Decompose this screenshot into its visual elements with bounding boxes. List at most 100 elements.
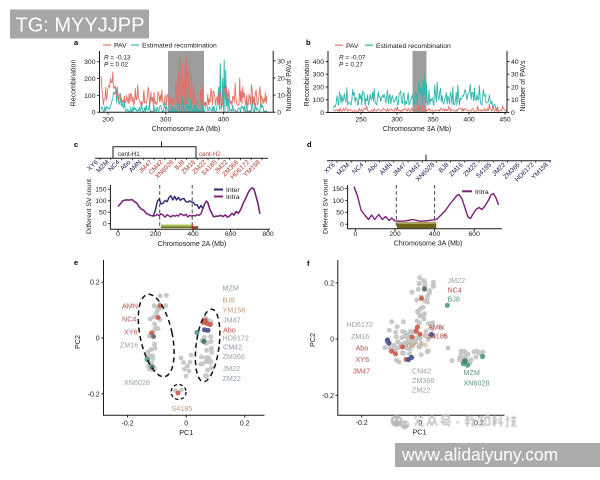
svg-text:400: 400 xyxy=(429,231,441,238)
svg-text:NC4: NC4 xyxy=(448,286,462,295)
svg-text:XY6: XY6 xyxy=(356,355,370,364)
svg-text:BJ8: BJ8 xyxy=(448,295,460,304)
svg-text:a: a xyxy=(74,38,79,47)
svg-text:PC1: PC1 xyxy=(179,428,193,437)
svg-text:0.2: 0.2 xyxy=(324,280,334,287)
svg-text:NC4: NC4 xyxy=(122,315,136,324)
svg-text:0: 0 xyxy=(320,110,324,117)
svg-text:PAV: PAV xyxy=(346,43,359,50)
svg-text:300: 300 xyxy=(160,117,172,124)
svg-text:150: 150 xyxy=(332,186,344,193)
svg-text:P = 0.27: P = 0.27 xyxy=(339,62,363,69)
svg-text:Recombination: Recombination xyxy=(71,60,78,107)
svg-text:0: 0 xyxy=(96,336,100,343)
svg-text:PC1: PC1 xyxy=(413,428,427,437)
svg-text:400: 400 xyxy=(313,59,325,66)
svg-text:ZM366: ZM366 xyxy=(223,352,245,361)
svg-text:Different SV count: Different SV count xyxy=(323,179,330,234)
svg-text:30: 30 xyxy=(277,58,285,65)
svg-text:100: 100 xyxy=(332,198,344,205)
svg-text:0: 0 xyxy=(277,110,281,117)
svg-text:250: 250 xyxy=(355,117,367,124)
svg-text:0.2: 0.2 xyxy=(474,420,484,427)
svg-text:CM42: CM42 xyxy=(412,367,431,376)
svg-text:200: 200 xyxy=(313,84,325,91)
svg-text:AMN: AMN xyxy=(428,323,444,332)
svg-text:0: 0 xyxy=(340,222,344,229)
svg-text:0: 0 xyxy=(116,231,120,238)
svg-text:MZM: MZM xyxy=(464,368,480,377)
svg-text:d: d xyxy=(307,140,312,149)
svg-text:BJ8: BJ8 xyxy=(223,296,235,305)
svg-text:c: c xyxy=(74,140,78,149)
svg-text:PC2: PC2 xyxy=(308,333,317,347)
svg-text:ZM22: ZM22 xyxy=(412,386,430,395)
svg-text:YM158: YM158 xyxy=(223,306,246,315)
svg-text:50: 50 xyxy=(99,210,107,217)
svg-text:JM47: JM47 xyxy=(353,367,371,376)
svg-text:200: 200 xyxy=(389,231,401,238)
svg-text:450: 450 xyxy=(499,117,511,124)
svg-text:0: 0 xyxy=(354,231,358,238)
svg-text:Recombination: Recombination xyxy=(304,60,311,107)
svg-text:XY6: XY6 xyxy=(323,161,337,175)
svg-text:R = -0.07: R = -0.07 xyxy=(339,55,366,62)
svg-text:YM158: YM158 xyxy=(405,341,428,350)
svg-text:30: 30 xyxy=(511,72,519,79)
svg-text:S4185: S4185 xyxy=(475,161,494,180)
svg-text:10: 10 xyxy=(511,97,519,104)
svg-text:Number of PAVs: Number of PAVs xyxy=(286,60,293,112)
svg-text:ZM16: ZM16 xyxy=(120,341,138,350)
svg-text:Abo: Abo xyxy=(366,161,379,174)
svg-text:www.alidaiyuny.com: www.alidaiyuny.com xyxy=(401,445,558,465)
svg-text:Estimated recombination: Estimated recombination xyxy=(376,43,451,50)
svg-text:-0.2: -0.2 xyxy=(356,420,368,427)
svg-text:CM42: CM42 xyxy=(223,343,242,352)
svg-text:600: 600 xyxy=(469,231,481,238)
svg-text:ZM22: ZM22 xyxy=(223,374,241,383)
svg-text:HD6172: HD6172 xyxy=(223,334,249,343)
svg-text:400: 400 xyxy=(463,117,475,124)
svg-text:400: 400 xyxy=(218,117,230,124)
svg-text:Chromosome 2A (Mb): Chromosome 2A (Mb) xyxy=(152,126,220,133)
svg-text:0: 0 xyxy=(511,110,515,117)
svg-text:JM22: JM22 xyxy=(448,276,466,285)
svg-text:P = 0.02: P = 0.02 xyxy=(104,62,128,69)
svg-text:cent-H2: cent-H2 xyxy=(199,151,221,158)
svg-text:200: 200 xyxy=(150,231,162,238)
svg-text:XY6: XY6 xyxy=(124,328,138,337)
svg-text:cent-H1: cent-H1 xyxy=(118,151,140,158)
svg-text:Intra: Intra xyxy=(226,194,240,201)
svg-text:20: 20 xyxy=(511,84,519,91)
svg-text:ZM16: ZM16 xyxy=(448,161,465,178)
svg-text:NC4: NC4 xyxy=(351,161,365,175)
svg-text:Estimated recombination: Estimated recombination xyxy=(142,43,217,50)
svg-text:300: 300 xyxy=(84,59,96,66)
svg-text:JM22: JM22 xyxy=(223,364,241,373)
svg-text:20: 20 xyxy=(277,75,285,82)
svg-text:Chromosome 2A (Mb): Chromosome 2A (Mb) xyxy=(158,241,226,248)
svg-text:200: 200 xyxy=(102,117,114,124)
svg-text:PC2: PC2 xyxy=(73,335,82,349)
svg-text:XN6028: XN6028 xyxy=(124,378,150,387)
svg-text:Intra: Intra xyxy=(475,189,489,196)
svg-text:200: 200 xyxy=(84,76,96,83)
svg-text:b: b xyxy=(306,38,311,47)
svg-text:Chromosome 3A (Mb): Chromosome 3A (Mb) xyxy=(383,126,451,133)
svg-text:MZM: MZM xyxy=(336,162,351,177)
svg-text:150: 150 xyxy=(95,187,107,194)
svg-text:0: 0 xyxy=(92,110,96,117)
svg-text:350: 350 xyxy=(427,117,439,124)
svg-text:0: 0 xyxy=(103,221,107,228)
svg-text:ZM16: ZM16 xyxy=(351,332,369,341)
svg-text:10: 10 xyxy=(277,93,285,100)
svg-text:0.2: 0.2 xyxy=(90,280,100,287)
svg-text:AMN: AMN xyxy=(122,302,138,311)
svg-text:TG: MYYJJPP: TG: MYYJJPP xyxy=(16,15,145,37)
svg-text:300: 300 xyxy=(391,117,403,124)
svg-text:400: 400 xyxy=(187,231,199,238)
svg-text:100: 100 xyxy=(313,97,325,104)
svg-text:Different SV count: Different SV count xyxy=(86,179,93,234)
svg-text:PAV: PAV xyxy=(114,43,127,50)
svg-text:0: 0 xyxy=(184,420,188,427)
